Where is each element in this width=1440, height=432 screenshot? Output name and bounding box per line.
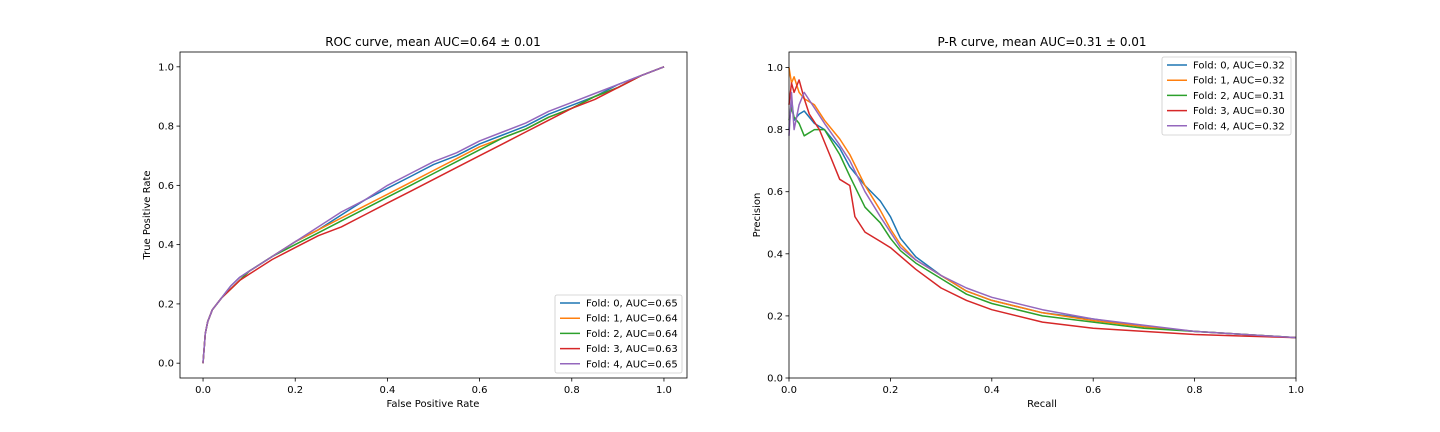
roc-curves xyxy=(202,66,665,364)
roc-legend-label-2: Fold: 2, AUC=0.64 xyxy=(586,329,678,340)
pr-title: P-R curve, mean AUC=0.31 ± 0.01 xyxy=(937,35,1146,49)
pr-legend-label-4: Fold: 4, AUC=0.32 xyxy=(1193,121,1285,132)
roc-chart: ROC curve, mean AUC=0.64 ± 0.01 0.0 0.2 0.… xyxy=(142,35,688,410)
roc-legend-box xyxy=(554,294,683,374)
roc-legend-label-0: Fold: 0, AUC=0.65 xyxy=(586,299,678,310)
pr-x-tick-label-2: 0.4 xyxy=(984,385,1000,396)
pr-y-tick-label-0: 0.0 xyxy=(767,374,783,385)
roc-y-ticks: 0.0 0.2 0.4 0.6 0.8 1.0 xyxy=(158,62,180,370)
pr-x-tick-label-4: 0.8 xyxy=(1187,385,1203,396)
roc-axes-frame xyxy=(179,51,688,379)
pr-x-ticks: 0.0 0.2 0.4 0.6 0.8 1.0 xyxy=(781,378,1304,396)
pr-legend-label-3: Fold: 3, AUC=0.30 xyxy=(1193,106,1285,117)
pr-series-4-line xyxy=(788,91,1297,339)
roc-x-tick-label-4: 0.8 xyxy=(564,385,580,396)
roc-legend-label-3: Fold: 3, AUC=0.63 xyxy=(586,344,678,355)
pr-y-tick-label-2: 0.4 xyxy=(767,249,783,260)
pr-y-ticks: 0.0 0.2 0.4 0.6 0.8 1.0 xyxy=(767,63,789,385)
roc-x-tick-label-3: 0.6 xyxy=(472,385,488,396)
roc-x-ticks: 0.0 0.2 0.4 0.6 0.8 1.0 xyxy=(195,378,672,396)
pr-curves xyxy=(788,67,1297,339)
pr-chart: P-R curve, mean AUC=0.31 ± 0.01 0.0 0.2 0.… xyxy=(752,35,1304,410)
pr-x-tick-label-5: 1.0 xyxy=(1288,385,1304,396)
roc-title: ROC curve, mean AUC=0.64 ± 0.01 xyxy=(325,35,541,49)
roc-legend: Fold: 0, AUC=0.65 Fold: 1, AUC=0.64 Fold: … xyxy=(554,294,683,374)
pr-legend-label-0: Fold: 0, AUC=0.32 xyxy=(1193,61,1285,72)
roc-y-axis-label: True Positive Rate xyxy=(142,170,153,260)
pr-legend: Fold: 0, AUC=0.32 Fold: 1, AUC=0.32 Fold: … xyxy=(1161,56,1292,136)
roc-x-tick-label-5: 1.0 xyxy=(656,385,672,396)
roc-y-tick-label-1: 0.2 xyxy=(158,299,174,310)
roc-legend-label-4: Fold: 4, AUC=0.65 xyxy=(586,359,678,370)
pr-y-tick-label-1: 0.2 xyxy=(767,311,783,322)
roc-y-tick-label-0: 0.0 xyxy=(158,359,174,370)
pr-legend-box xyxy=(1161,56,1292,136)
roc-legend-label-1: Fold: 1, AUC=0.64 xyxy=(586,314,678,325)
pr-y-tick-label-4: 0.8 xyxy=(767,125,783,136)
pr-legend-label-2: Fold: 2, AUC=0.31 xyxy=(1193,91,1285,102)
roc-y-tick-label-5: 1.0 xyxy=(158,62,174,73)
roc-y-tick-label-4: 0.8 xyxy=(158,122,174,133)
pr-series-2-line xyxy=(788,107,1297,339)
roc-x-tick-label-0: 0.0 xyxy=(195,385,211,396)
pr-x-axis-label: Recall xyxy=(1027,399,1057,410)
roc-x-tick-label-2: 0.4 xyxy=(379,385,395,396)
pr-y-axis-label: Precision xyxy=(752,193,763,238)
pr-x-tick-label-0: 0.0 xyxy=(781,385,797,396)
roc-x-axis-label: False Positive Rate xyxy=(387,399,480,410)
pr-legend-label-1: Fold: 1, AUC=0.32 xyxy=(1193,76,1285,87)
pr-y-tick-label-5: 1.0 xyxy=(767,63,783,74)
roc-y-tick-label-2: 0.4 xyxy=(158,240,174,251)
pr-axes-frame xyxy=(788,51,1297,379)
roc-y-tick-label-3: 0.6 xyxy=(158,181,174,192)
pr-x-tick-label-3: 0.6 xyxy=(1085,385,1101,396)
pr-x-tick-label-1: 0.2 xyxy=(882,385,898,396)
pr-y-tick-label-3: 0.6 xyxy=(767,187,783,198)
roc-series-4-line xyxy=(202,66,665,364)
roc-x-tick-label-1: 0.2 xyxy=(287,385,303,396)
